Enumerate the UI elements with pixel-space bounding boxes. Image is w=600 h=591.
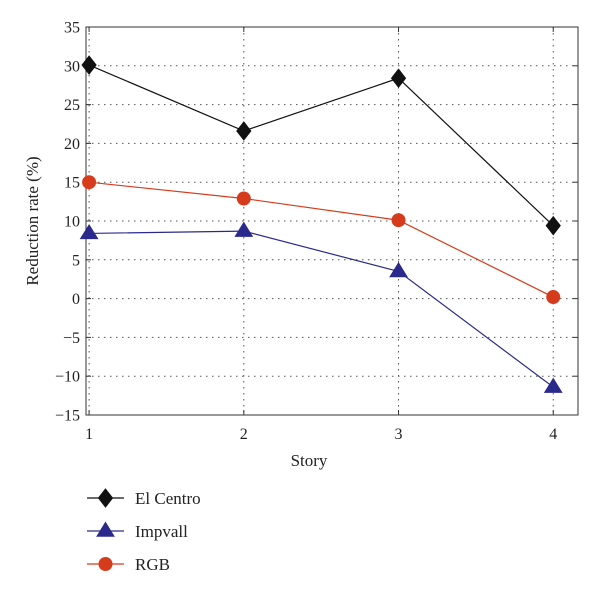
series-rgb (82, 175, 561, 305)
y-tick-label: 20 (64, 136, 80, 153)
data-point-rgb (546, 290, 561, 305)
y-tick-label: −15 (55, 408, 80, 425)
y-tick-label: −5 (63, 330, 80, 347)
legend-item-el-centro: El Centro (87, 488, 201, 508)
data-point-el-centro (236, 121, 252, 141)
y-tick-label: 10 (64, 214, 80, 231)
y-tick-label: 0 (72, 291, 80, 308)
legend-item-rgb: RGB (87, 555, 170, 574)
y-tick-label: 5 (72, 252, 80, 269)
x-axis-label: Story (291, 451, 328, 470)
series-line-el-centro (88, 64, 554, 227)
y-tick-label: 15 (64, 175, 80, 192)
data-point-el-centro (81, 55, 97, 75)
legend-marker (98, 557, 113, 571)
legend: El Centro Impvall RGB (87, 488, 201, 574)
data-point-rgb (82, 175, 97, 190)
data-point-el-centro (390, 68, 407, 89)
grid-lines (86, 27, 578, 415)
series-line-impvall (89, 230, 554, 388)
data-point-impvall (543, 377, 563, 393)
legend-label: Impvall (135, 522, 188, 541)
data-point-impvall (234, 221, 254, 237)
data-point-el-centro (545, 215, 561, 236)
x-tick-label: 4 (549, 426, 557, 443)
y-tick-label: 35 (64, 20, 80, 37)
data-point-impvall (389, 261, 408, 278)
legend-marker (97, 488, 114, 508)
series-line-rgb (89, 181, 554, 298)
data-point-rgb (391, 213, 406, 228)
y-tick-label: 25 (64, 97, 80, 114)
series-impvall (79, 221, 563, 393)
x-tick-label: 2 (240, 426, 248, 443)
y-tick-label: 30 (64, 58, 80, 75)
x-tick-label: 1 (85, 426, 93, 443)
y-tick-label: −10 (55, 369, 80, 386)
legend-item-impvall: Impvall (87, 521, 188, 541)
legend-label: El Centro (135, 489, 201, 508)
legend-marker (96, 521, 115, 537)
series-el-centro (81, 55, 561, 236)
series-layer (79, 55, 563, 393)
axis-ticks: −15 −10 −5 0 5 10 15 20 25 30 35 1 2 3 4 (55, 20, 578, 443)
y-axis-label: Reduction rate (%) (23, 156, 42, 285)
legend-label: RGB (135, 555, 170, 574)
x-tick-label: 3 (395, 426, 403, 443)
data-point-impvall (79, 223, 99, 240)
data-point-rgb (236, 191, 251, 206)
